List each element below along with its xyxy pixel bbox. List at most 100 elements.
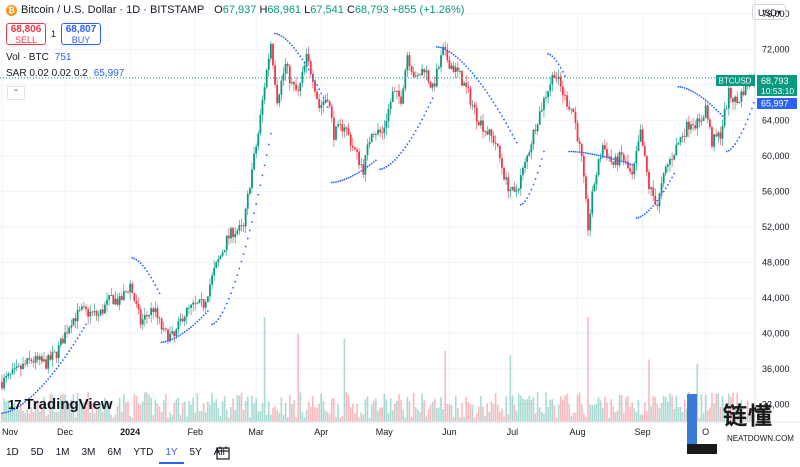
volume-bar — [261, 403, 264, 422]
volume-bar — [412, 392, 415, 422]
candle-body — [702, 117, 705, 121]
volume-bar — [488, 411, 491, 422]
price-change: +855 (+1.26%) — [391, 4, 465, 16]
volume-bar — [26, 409, 29, 422]
volume-bar — [314, 407, 316, 422]
volume-bar — [400, 399, 402, 422]
volume-bar — [730, 396, 732, 422]
sar-legend[interactable]: SAR 0.02 0.02 0.2 65,997 — [6, 68, 124, 79]
candle-body — [711, 127, 713, 147]
candle-body — [696, 118, 699, 129]
candle-body — [9, 373, 12, 375]
candle-body — [675, 144, 678, 156]
sar-dot — [402, 149, 405, 152]
sell-button[interactable]: 68,806 SELL — [6, 23, 46, 45]
range-1d[interactable]: 1D — [6, 447, 19, 458]
sar-dot — [645, 211, 648, 214]
candle-body — [263, 87, 266, 100]
volume-bar — [141, 401, 144, 422]
currency-select[interactable]: USD — [752, 4, 786, 21]
candle-body — [349, 134, 352, 146]
candle-body — [366, 144, 369, 156]
sar-dot — [173, 337, 176, 340]
volume-bar — [194, 413, 197, 422]
range-all[interactable]: All — [213, 447, 225, 458]
volume-bar — [633, 408, 636, 422]
range-1y[interactable]: 1Y — [159, 444, 184, 464]
volume-bar — [555, 417, 558, 422]
volume-bar — [148, 395, 150, 422]
sar-dot — [290, 44, 293, 47]
range-5d[interactable]: 5D — [30, 447, 44, 458]
volume-bar — [610, 399, 612, 422]
sar-dot — [255, 203, 258, 205]
tradingview-logo[interactable]: 17 TradingView — [8, 396, 113, 413]
sar-dot — [358, 171, 360, 174]
candle-body — [526, 155, 529, 162]
candle-body — [57, 345, 60, 359]
sar-dot — [391, 161, 394, 163]
volume-bar — [436, 407, 438, 422]
candle-body — [431, 83, 434, 88]
collapse-legend-button[interactable]: ⌃ — [7, 86, 25, 100]
volume-bar — [566, 393, 568, 422]
candle-body — [66, 332, 69, 334]
sar-dot — [22, 402, 24, 405]
sar-dot — [471, 72, 474, 75]
volume-bar — [276, 410, 278, 422]
sar-dot — [729, 148, 732, 150]
volume-bar — [631, 402, 633, 422]
range-3m[interactable]: 3M — [81, 447, 96, 458]
price-axis[interactable]: 76,00072,00068,00064,00060,00056,00052,0… — [754, 0, 790, 440]
volume-bar — [370, 404, 373, 422]
candle-body — [139, 309, 142, 325]
candle-body — [120, 296, 123, 300]
sar-dot — [673, 172, 676, 175]
range-1m[interactable]: 1M — [55, 447, 70, 458]
sar-dot — [639, 215, 642, 218]
symbol-title[interactable]: Bitcoin / U.S. Dollar · 1D · BITSTAMP — [21, 4, 205, 16]
volume-bar — [225, 409, 228, 422]
candle-body — [543, 98, 545, 110]
range-5y[interactable]: 5Y — [189, 447, 202, 458]
candle-body — [51, 352, 54, 360]
volume-bar — [337, 404, 339, 422]
candle-body — [381, 132, 384, 134]
candle-body — [17, 365, 20, 367]
sar-dot — [650, 207, 652, 210]
candle-body — [209, 284, 211, 297]
buy-button[interactable]: 68,807 BUY — [61, 23, 101, 45]
sar-dot — [727, 149, 730, 152]
volume-bar — [713, 403, 715, 422]
candle-body — [654, 195, 657, 205]
sar-dot — [74, 340, 77, 343]
candle-body — [339, 124, 342, 125]
volume-bar — [440, 396, 442, 422]
symbol-header[interactable]: ₿ Bitcoin / U.S. Dollar · 1D · BITSTAMP … — [6, 4, 464, 16]
sar-dot — [242, 253, 245, 256]
volume-legend[interactable]: Vol · BTC 751 — [6, 52, 71, 63]
sar-dot — [561, 70, 564, 73]
range-6m[interactable]: 6M — [107, 447, 122, 458]
volume-bar — [650, 406, 652, 422]
sar-dot — [648, 209, 650, 212]
sar-dot — [568, 150, 571, 153]
volume-bar — [150, 397, 152, 422]
range-ytd[interactable]: YTD — [133, 447, 154, 458]
volume-bar — [291, 404, 293, 422]
x-tick-label: Mar — [248, 427, 264, 437]
sar-dot — [419, 122, 421, 125]
volume-bar — [532, 396, 535, 422]
sar-dot — [381, 167, 384, 170]
volume-bar — [318, 403, 320, 422]
calendar-icon[interactable] — [216, 446, 230, 460]
volume-bar — [734, 406, 736, 422]
time-axis[interactable]: Nov Dec 2024 Feb Mar Apr May Jun Jul Aug Sep O — [0, 421, 800, 437]
candle-body — [475, 107, 478, 122]
volume-bar — [641, 414, 644, 422]
candle-body — [469, 88, 472, 105]
candle-body — [358, 151, 360, 165]
volume-bar — [39, 411, 41, 422]
tradingview-mark-icon: 17 — [8, 397, 22, 412]
